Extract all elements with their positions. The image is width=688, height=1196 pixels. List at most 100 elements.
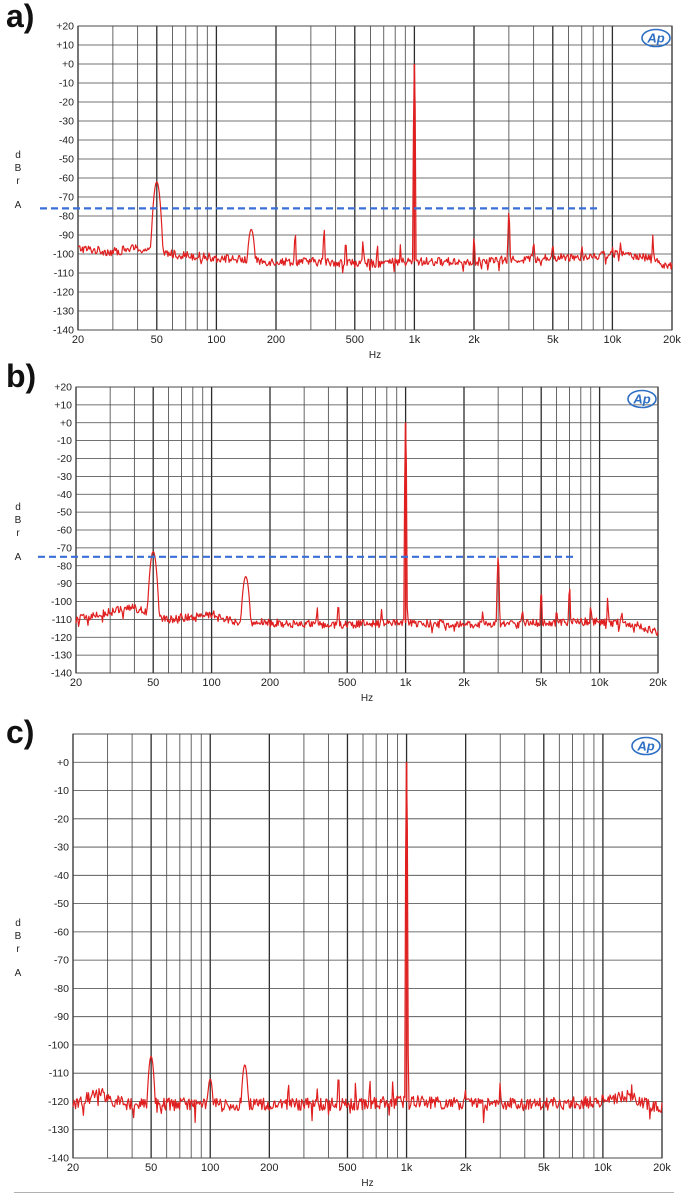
y-tick-label: +20 <box>54 382 72 394</box>
x-axis-label: Hz <box>361 1178 373 1189</box>
y-tick-label: -60 <box>59 173 74 185</box>
y-axis-label-letter: B <box>15 515 22 526</box>
plot-frame <box>72 733 663 1159</box>
x-tick-label: 2k <box>458 677 470 689</box>
y-tick-label: +10 <box>54 399 72 411</box>
y-tick-label: -10 <box>59 78 74 90</box>
ap-logo-text: Ap <box>646 31 664 46</box>
y-tick-label: -140 <box>48 1153 69 1165</box>
x-tick-label: 5k <box>547 334 559 346</box>
y-tick-label: -100 <box>53 249 74 261</box>
chart-panel-a: a) +20 +10 +0 -10 -20 -30 -40 -50 -60 -70 -80 -90 -1… <box>0 0 688 362</box>
ap-logo-icon <box>641 28 671 48</box>
divider <box>14 1192 674 1193</box>
x-tick-label: 20k <box>649 677 667 689</box>
y-tick-label: -30 <box>57 471 72 483</box>
chart-svg: +0 -10 -20 -30 -40 -50 -60 -70 -80 -90 -100 -110 -12… <box>15 733 671 1189</box>
y-tick-label: -70 <box>59 192 74 204</box>
x-axis-label: Hz <box>369 350 381 361</box>
y-tick-label: -120 <box>48 1096 69 1108</box>
y-tick-label: -10 <box>54 785 69 797</box>
y-tick-label: -90 <box>57 578 72 590</box>
y-tick-label: -120 <box>51 632 72 644</box>
x-tick-label: 200 <box>261 677 279 689</box>
y-tick-label: -30 <box>59 116 74 128</box>
x-tick-label: 200 <box>260 1162 278 1174</box>
y-tick-label: -90 <box>59 230 74 242</box>
y-tick-label: -130 <box>51 650 72 662</box>
y-tick-label: +20 <box>56 21 74 33</box>
y-tick-label: -110 <box>54 268 74 280</box>
x-tick-label: 2k <box>468 334 480 346</box>
ap-logo-icon <box>627 389 657 409</box>
x-axis-label: Hz <box>361 693 373 704</box>
panel-label: b) <box>6 358 37 394</box>
x-tick-label: 10k <box>594 1162 612 1174</box>
spectrum-trace <box>72 762 663 1124</box>
x-tick-label: 1k <box>400 677 412 689</box>
x-tick-label: 2k <box>460 1162 472 1174</box>
x-tick-label: 200 <box>267 334 285 346</box>
x-tick-label: 50 <box>145 1162 157 1174</box>
x-tick-label: 20k <box>653 1162 671 1174</box>
ap-logo-text: Ap <box>632 392 650 407</box>
y-axis-label-letter: B <box>15 931 22 942</box>
x-tick-label: 100 <box>202 677 220 689</box>
chart-panel-b: b) +20 +10 +0 -10 -20 -30 -40 -50 -60 -70 -80 -90 -1… <box>0 360 688 720</box>
y-tick-label: -50 <box>57 507 72 519</box>
ap-logo-text: Ap <box>636 739 654 754</box>
chart-svg: +20 +10 +0 -10 -20 -30 -40 -50 -60 -70 -80 -90 -100 -… <box>15 21 682 362</box>
y-tick-label: -140 <box>51 668 72 680</box>
y-tick-label: -130 <box>48 1124 69 1136</box>
y-tick-label: -100 <box>51 596 72 608</box>
x-tick-label: 500 <box>338 677 356 689</box>
y-axis-label-letter: d <box>15 502 21 513</box>
y-axis-unit: A <box>15 968 22 979</box>
y-tick-label: -130 <box>53 306 74 318</box>
chart-svg: +20 +10 +0 -10 -20 -30 -40 -50 -60 -70 -80 -90 -100 -… <box>15 382 668 705</box>
y-axis-label-letter: r <box>16 944 20 955</box>
y-tick-label: -140 <box>53 325 74 337</box>
x-tick-label: 1k <box>401 1162 413 1174</box>
x-tick-label: 50 <box>147 677 159 689</box>
ap-logo-icon <box>631 736 661 756</box>
spectrum-trace <box>75 422 659 636</box>
y-tick-label: +0 <box>60 417 72 429</box>
y-tick-label: -90 <box>54 1011 69 1023</box>
x-tick-label: 5k <box>535 677 547 689</box>
y-tick-label: -70 <box>54 955 69 967</box>
y-axis-label-letter: r <box>16 528 20 539</box>
y-tick-label: -20 <box>59 97 74 109</box>
y-tick-label: -50 <box>54 898 69 910</box>
y-tick-label: -40 <box>57 489 72 501</box>
x-tick-label: 20k <box>663 334 681 346</box>
x-tick-label: 20 <box>70 677 82 689</box>
x-tick-label: 20 <box>72 334 84 346</box>
y-tick-label: +10 <box>56 40 74 52</box>
x-tick-label: 1k <box>409 334 421 346</box>
y-tick-label: -80 <box>54 983 69 995</box>
y-axis-unit: A <box>15 200 22 211</box>
y-tick-label: -100 <box>48 1039 69 1051</box>
x-tick-label: 5k <box>538 1162 550 1174</box>
y-tick-label: -110 <box>49 1068 69 1080</box>
y-tick-label: -80 <box>59 211 74 223</box>
y-tick-label: -110 <box>52 614 72 626</box>
y-tick-label: -40 <box>59 135 74 147</box>
x-tick-label: 500 <box>338 1162 356 1174</box>
x-tick-label: 50 <box>151 334 163 346</box>
y-tick-label: -60 <box>57 525 72 537</box>
x-tick-label: 500 <box>346 334 364 346</box>
y-tick-label: -50 <box>59 154 74 166</box>
panel-label: c) <box>6 714 35 750</box>
y-tick-label: -40 <box>54 870 69 882</box>
y-tick-label: +0 <box>57 757 69 769</box>
y-axis-label-letter: r <box>16 176 20 187</box>
y-axis-label-letter: B <box>15 163 22 174</box>
x-tick-label: 100 <box>201 1162 219 1174</box>
chart-panel-c: c) +0 -10 -20 -30 -40 -50 -60 -70 -80 -90 -100 -110… <box>0 714 688 1189</box>
y-tick-label: -60 <box>54 926 69 938</box>
y-tick-label: -30 <box>54 842 69 854</box>
x-tick-label: 10k <box>591 677 609 689</box>
y-tick-label: -10 <box>57 435 72 447</box>
